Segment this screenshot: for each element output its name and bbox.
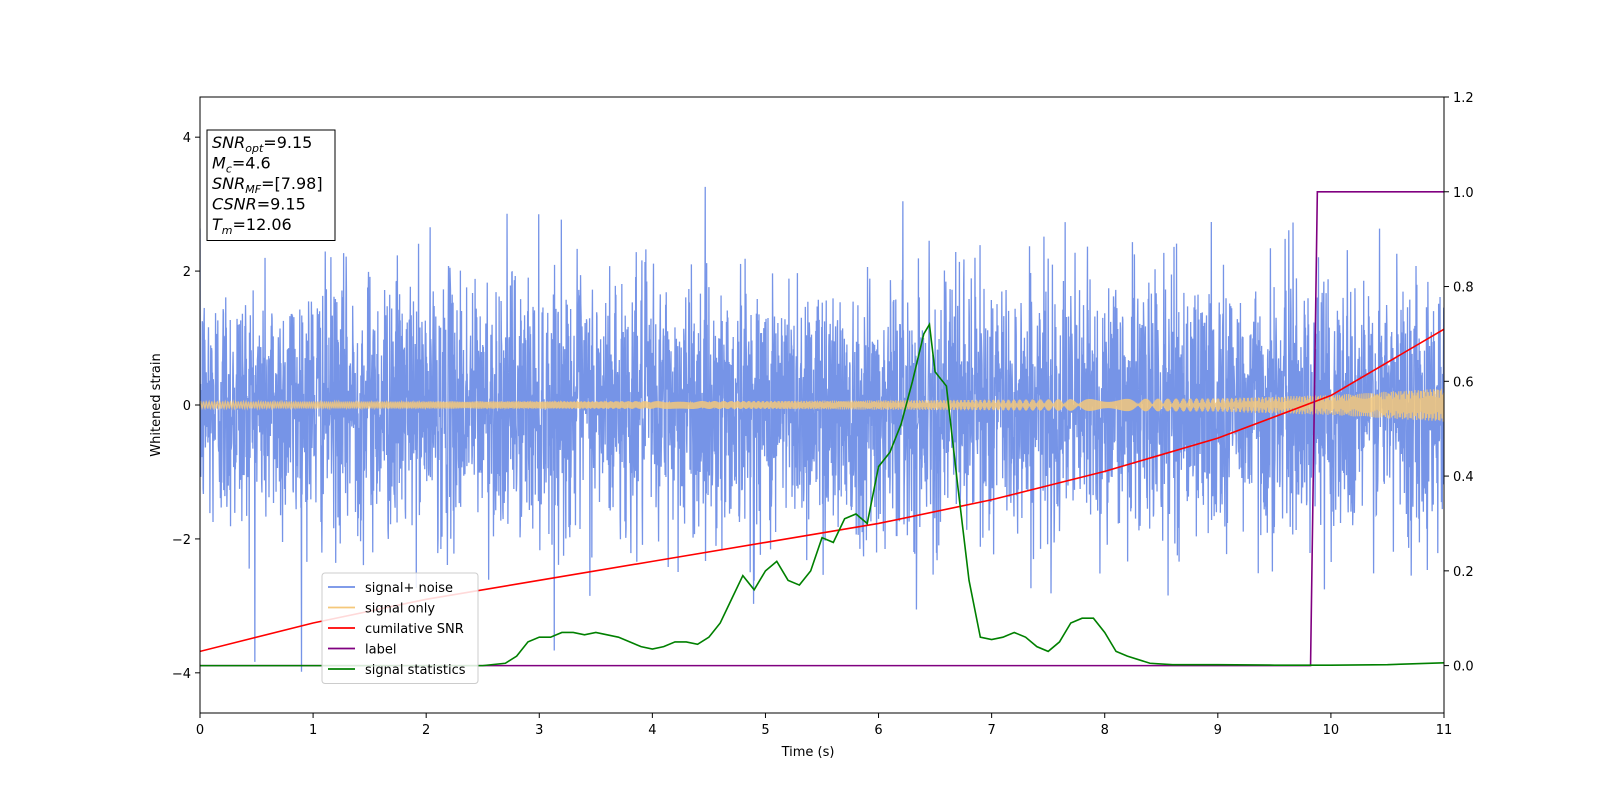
series-signal-only [200,388,1444,422]
left-y-tick-label: 0 [183,399,191,414]
right-y-tick-label: 1.0 [1453,186,1474,201]
legend-label: signal+ noise [365,581,453,596]
legend-label: signal statistics [365,663,466,678]
legend-frame [321,572,479,684]
annotation-line: SNRopt=9.15 [212,133,312,155]
right-y-tick-label: 0.2 [1453,565,1474,580]
right-y-tick-label: 1.2 [1453,91,1474,106]
x-tick-label: 7 [987,723,995,738]
annotation-line: SNRMF=[7.98] [212,174,323,196]
x-tick-label: 5 [761,723,769,738]
annotation-line: CSNR=9.15 [212,195,306,214]
right-y-tick-label: 0.4 [1453,470,1474,485]
right-y-tick-label: 0.0 [1453,660,1474,675]
x-axis-ticks: 0 1 2 3 4 5 6 7 8 9 10 11 [196,713,1452,738]
x-tick-label: 11 [1436,723,1453,738]
legend: signal+ noise signal only cumilative SNR la… [321,572,479,684]
legend-label: signal only [365,602,435,617]
x-tick-label: 4 [648,723,656,738]
left-y-tick-label: −2 [172,533,191,548]
x-tick-label: 0 [196,723,204,738]
left-y-axis-ticks: −4 −2 0 2 4 [172,131,200,682]
series-label [200,190,1444,667]
annotation-box: SNRopt=9.15Mc=4.6SNRMF=[7.98]CSNR=9.15Tm… [206,129,336,241]
legend-label: cumilative SNR [365,622,464,637]
right-y-tick-label: 0.6 [1453,375,1474,390]
left-y-tick-label: 2 [183,265,191,280]
annotation-frame [206,129,336,241]
annotation-line: Tm=12.06 [212,215,292,237]
x-tick-label: 9 [1214,723,1222,738]
x-tick-label: 3 [535,723,543,738]
x-axis-label: Time (s) [781,745,835,760]
x-tick-label: 6 [874,723,882,738]
x-tick-label: 10 [1323,723,1340,738]
x-tick-label: 1 [309,723,317,738]
series-signal-statistics [200,322,1444,667]
left-y-tick-label: 4 [183,131,191,146]
annotation-line: Mc=4.6 [212,154,271,176]
right-y-axis-ticks: 0.0 0.2 0.4 0.6 0.8 1.0 1.2 [1444,91,1474,675]
right-y-tick-label: 0.8 [1453,281,1474,296]
x-tick-label: 8 [1101,723,1109,738]
y-axis-label: Whitened strain [149,353,164,456]
legend-label: label [365,643,396,658]
left-y-tick-label: −4 [172,667,191,682]
x-tick-label: 2 [422,723,430,738]
